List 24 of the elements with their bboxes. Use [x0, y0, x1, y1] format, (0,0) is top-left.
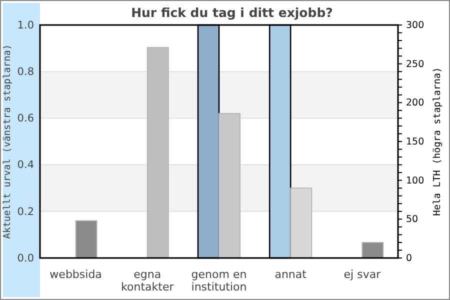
y-tick-label: 1.0 — [17, 19, 34, 32]
bar — [362, 242, 384, 258]
x-tick-label: egna kontakter — [121, 268, 174, 294]
y2-tick-label: 50 — [406, 214, 418, 226]
y2-tick-label: 150 — [406, 136, 424, 148]
bar — [146, 47, 169, 258]
y-tick-label: 0.0 — [17, 252, 34, 264]
y-tick-label: 0.4 — [17, 159, 34, 172]
y-axis-title: Aktuellt urval (vänstra staplarna) — [2, 44, 13, 239]
y-tick-label: 0.2 — [17, 206, 34, 218]
y2-tick-label: 300 — [406, 20, 424, 32]
x-tick-label: annat — [274, 268, 308, 281]
y2-tick-label: 0 — [406, 253, 412, 264]
bar — [75, 220, 98, 258]
x-tick-label: ej svar — [344, 268, 382, 281]
x-tick-label: genom en institution — [191, 268, 247, 294]
y2-tick-label: 200 — [406, 98, 424, 109]
y-tick-label: 0.8 — [17, 66, 34, 78]
chart-title: Hur fick du tag i ditt exjobb? — [131, 5, 333, 20]
y-tick-label: 0.6 — [17, 112, 34, 125]
y2-axis-title: Hela LTH (högra staplarna) — [432, 67, 443, 216]
y2-tick-label: 250 — [406, 58, 424, 70]
y2-tick-label: 100 — [406, 175, 424, 186]
x-tick-label: webbsida — [50, 268, 102, 281]
